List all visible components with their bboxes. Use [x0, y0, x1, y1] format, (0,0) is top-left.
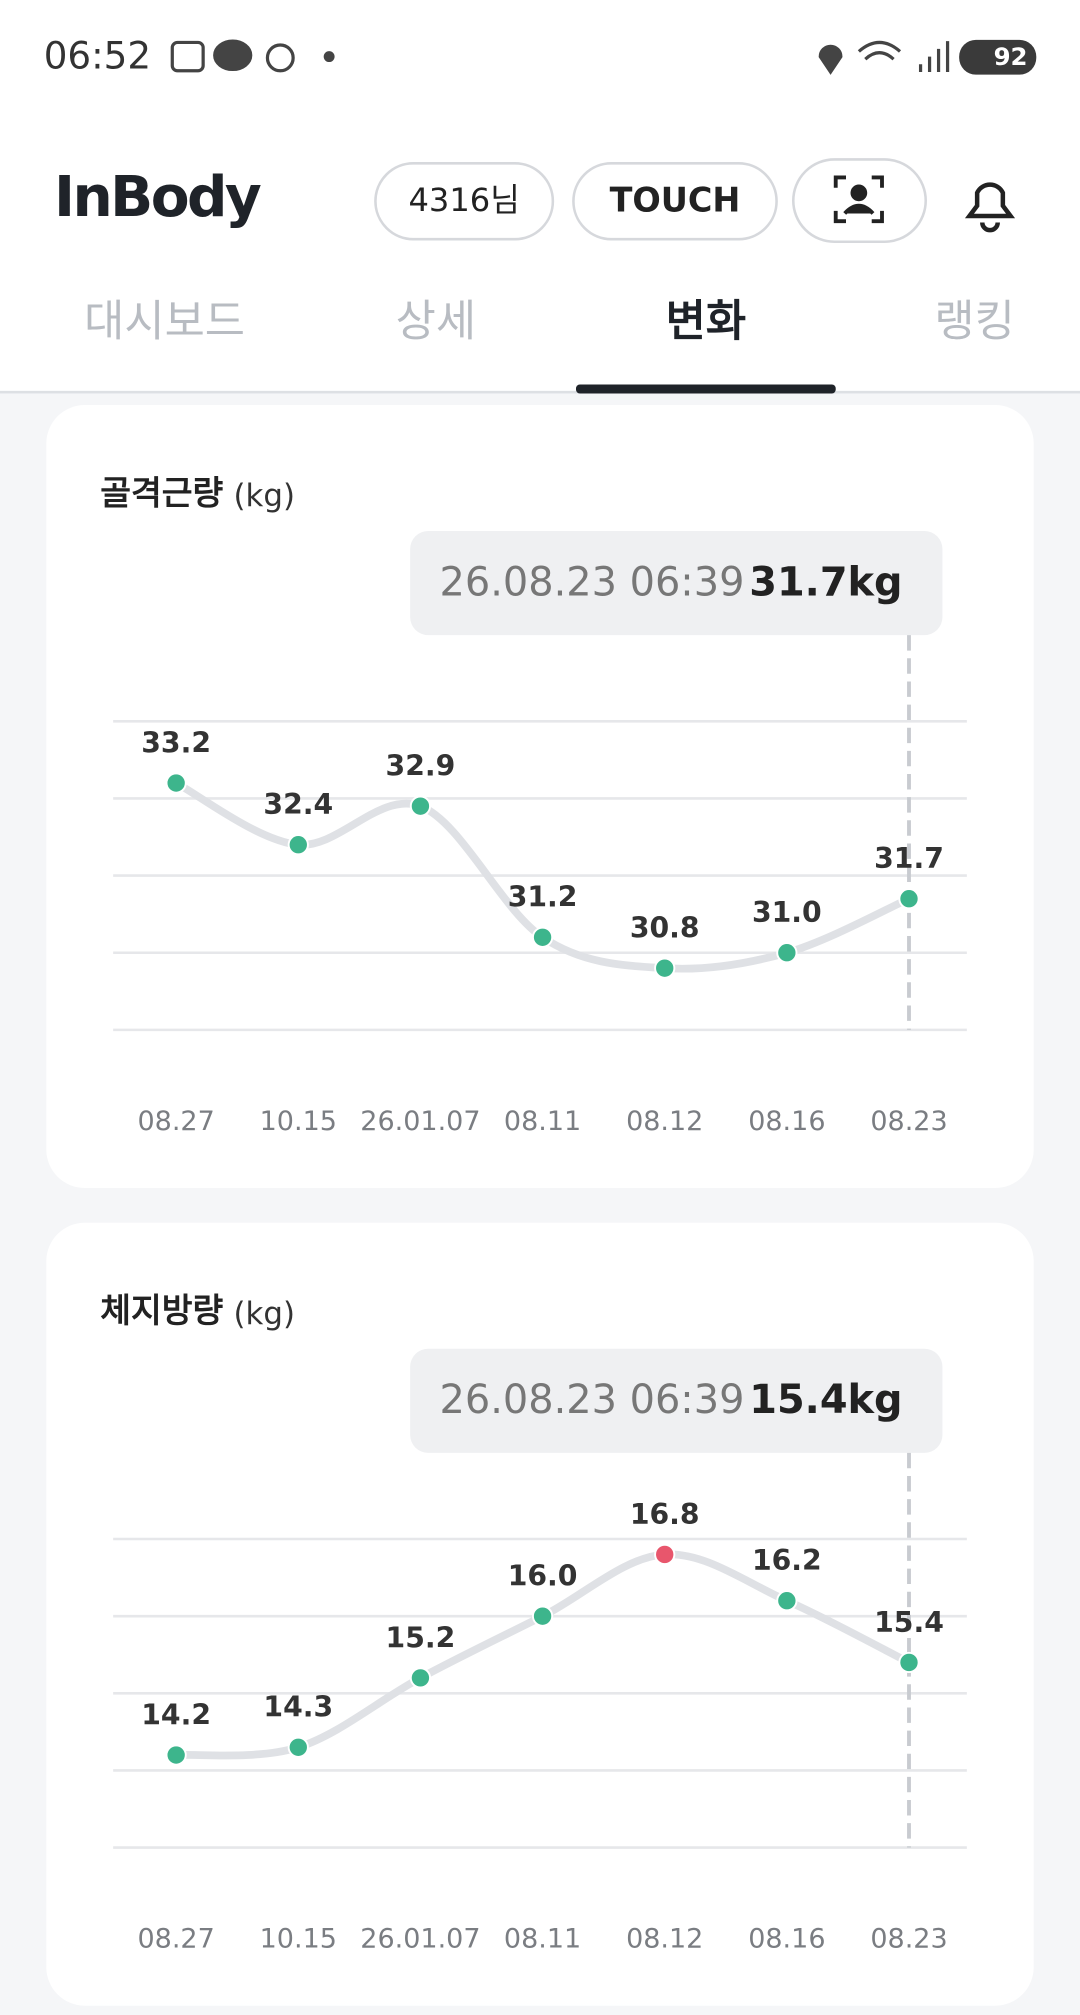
tooltip-date: 26.08.23 06:39: [440, 560, 745, 606]
tooltip-date: 26.08.23 06:39: [440, 1377, 745, 1423]
chart-title: 체지방량: [100, 1291, 223, 1330]
chart-title: 골격근량: [100, 474, 223, 513]
value-label: 32.9: [386, 750, 456, 783]
user-label: 4316님: [408, 181, 519, 219]
point: [531, 1605, 554, 1627]
touch-button[interactable]: [572, 162, 778, 241]
tooltip-value: 15.4kg: [749, 1377, 902, 1423]
chart-unit: (kg): [234, 1296, 296, 1332]
bell-button[interactable]: [964, 182, 1016, 233]
point: [654, 1543, 676, 1566]
value-label: 15.2: [386, 1621, 456, 1654]
x-tick-label: 08.12: [626, 1106, 703, 1137]
point: [409, 1667, 432, 1689]
value-label: 16.2: [752, 1544, 822, 1577]
x-tick-label: 10.15: [260, 1924, 337, 1955]
value-label: 14.3: [263, 1691, 333, 1724]
x-tick-label: 08.23: [870, 1924, 947, 1955]
point: [409, 795, 432, 817]
x-tick-label: 08.12: [626, 1924, 703, 1955]
logo: InBody: [54, 164, 261, 230]
point: [898, 888, 920, 910]
x-tick-label: 08.16: [748, 1106, 825, 1137]
tab-indicator: [576, 384, 836, 394]
value-label: 30.8: [630, 912, 700, 945]
point: [287, 834, 309, 856]
value-label: 31.0: [752, 896, 822, 929]
x-tick-label: 08.27: [137, 1924, 214, 1955]
x-tick-label: 08.23: [870, 1106, 947, 1137]
tab[interactable]: 대시보드: [84, 296, 245, 347]
tab[interactable]: 랭킹: [934, 296, 1014, 347]
status-icons: [170, 39, 950, 75]
battery-level: 92: [994, 42, 1028, 71]
tooltip-value: 31.7kg: [749, 560, 902, 606]
user-button[interactable]: [374, 162, 555, 241]
tooltip: [410, 531, 943, 636]
value-label: 16.0: [508, 1560, 578, 1593]
value-label: 31.2: [508, 881, 578, 914]
x-tick-label: 26.01.07: [360, 1924, 480, 1955]
point: [531, 926, 554, 948]
x-tick-label: 08.11: [504, 1106, 581, 1137]
value-label: 31.7: [874, 842, 944, 875]
value-label: 14.2: [141, 1698, 211, 1731]
point: [165, 772, 187, 794]
touch-label: TOUCH: [610, 180, 741, 219]
x-tick-label: 08.16: [748, 1924, 825, 1955]
point: [287, 1736, 309, 1758]
x-tick-label: 26.01.07: [360, 1106, 480, 1137]
tab[interactable]: 상세: [396, 296, 476, 347]
value-label: 16.8: [630, 1498, 700, 1531]
point: [776, 942, 798, 964]
tooltip: [410, 1348, 943, 1453]
scan-icon: [833, 175, 884, 224]
battery: [959, 39, 1037, 75]
value-label: 33.2: [141, 726, 211, 759]
x-tick-label: 08.27: [137, 1106, 214, 1137]
tab-divider: [0, 390, 1080, 394]
status-time: 06:52: [44, 33, 151, 77]
value-label: 15.4: [874, 1606, 944, 1639]
point: [898, 1651, 920, 1674]
x-tick-label: 08.11: [504, 1924, 581, 1955]
chart-unit: (kg): [234, 478, 296, 514]
point: [654, 957, 676, 979]
tab-active[interactable]: 변화: [666, 296, 746, 347]
point: [776, 1590, 798, 1612]
value-label: 32.4: [263, 788, 333, 821]
point: [165, 1744, 187, 1766]
x-tick-label: 10.15: [260, 1106, 337, 1137]
